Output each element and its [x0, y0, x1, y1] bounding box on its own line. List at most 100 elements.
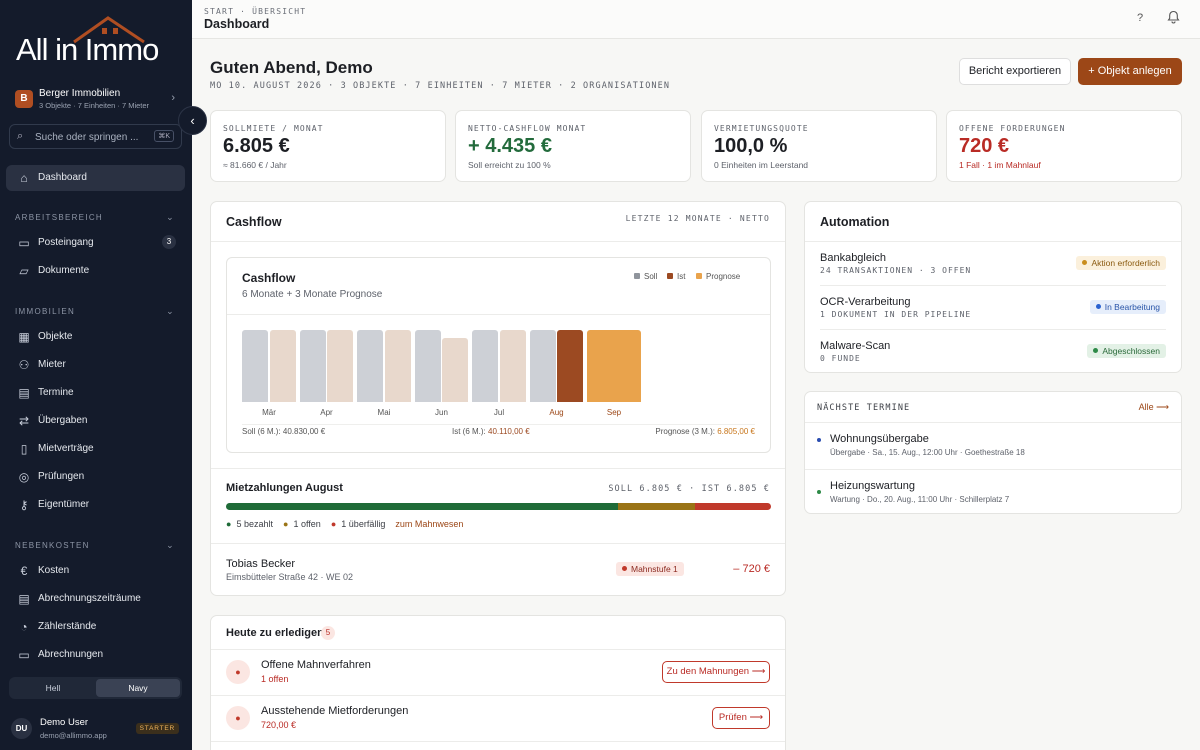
count-badge: 5	[321, 626, 335, 640]
foot-prognose: Prognose (3 M.): 6.805,00 €	[655, 427, 755, 436]
all-appointments-link[interactable]: Alle ⟶	[1138, 402, 1169, 412]
x-tick-label: Jun	[435, 408, 448, 417]
x-tick-label: Mär	[262, 408, 276, 417]
status-badge: In Bearbeitung	[1089, 300, 1166, 314]
sidebar-item-uebergaben[interactable]: ⇄ Übergaben	[6, 408, 185, 434]
contract-icon: ▯	[20, 442, 28, 456]
euro-icon: €	[20, 564, 28, 578]
chart-plot	[242, 330, 757, 402]
automation-detail: 1 DOKUMENT IN DER PIPELINE	[820, 310, 972, 319]
search-placeholder: Suche oder springen ...	[35, 132, 139, 143]
user-email: demo@allimmo.app	[40, 731, 107, 740]
kpi-card[interactable]: VERMIETUNGSQUOTE 100,0 % 0 Einheiten im …	[701, 110, 937, 182]
sidebar-item-mieter[interactable]: ⚇ Mieter	[6, 352, 185, 378]
sidebar-item-dokumente[interactable]: ▱ Dokumente	[6, 258, 185, 284]
appointment-title: Wohnungsübergabe	[830, 433, 929, 445]
payments-title: Mietzahlungen August	[226, 482, 343, 494]
logo[interactable]: All in Immo	[16, 16, 181, 67]
add-property-button[interactable]: + Objekt anlegen	[1078, 58, 1182, 85]
search-input[interactable]: ⌕ Suche oder springen ... ⌘K	[9, 124, 182, 149]
payments-legend: ● 5 bezahlt ● 1 offen ● 1 überfällig zum…	[226, 519, 464, 529]
kpi-label: SOLLMIETE / MONAT	[223, 124, 324, 133]
calendar-icon: ▤	[18, 386, 30, 400]
dunning-link[interactable]: zum Mahnwesen	[395, 519, 464, 529]
automation-name: Bankabgleich	[820, 252, 887, 264]
chart-title: Cashflow	[242, 271, 296, 285]
sidebar-item-objekte[interactable]: ▦ Objekte	[6, 324, 185, 350]
appointment-detail: Übergabe · Sa., 15. Aug., 12:00 Uhr · Go…	[830, 448, 1025, 457]
sidebar-item-kosten[interactable]: € Kosten	[6, 558, 185, 584]
automation-detail: 24 TRANSAKTIONEN · 3 OFFEN	[820, 266, 972, 275]
sidebar-item-label: Prüfungen	[38, 471, 85, 482]
kpi-card[interactable]: SOLLMIETE / MONAT 6.805 € ≈ 81.660 € / J…	[210, 110, 446, 182]
payments-totals: SOLL 6.805 € · IST 6.805 €	[608, 484, 770, 494]
bar-ist	[499, 330, 526, 402]
automation-name: Malware-Scan	[820, 340, 891, 352]
status-badge: Mahnstufe 1	[616, 562, 684, 576]
chart-x-axis: Mär Apr Mai Jun Jul Aug Sep	[242, 406, 757, 418]
sidebar-item-posteingang[interactable]: ▭ Posteingang 3	[6, 230, 185, 256]
key-icon: ⚷	[19, 498, 29, 512]
sidebar-item-label: Abrechnungszeiträume	[38, 593, 141, 604]
bar-ist	[269, 330, 296, 402]
bar-soll	[299, 330, 326, 402]
bar-ist	[557, 330, 583, 402]
todo-card: Heute zu erledigen 5 ● Offene Mahnverfah…	[210, 615, 786, 750]
help-icon[interactable]: ?	[1137, 12, 1144, 24]
bell-icon[interactable]	[1167, 10, 1180, 27]
sidebar-item-abrechnungszeitraeume[interactable]: ▤ Abrechnungszeiträume	[6, 586, 185, 612]
export-report-button[interactable]: Bericht exportieren	[959, 58, 1071, 85]
section-nebenkosten[interactable]: NEBENKOSTEN ⌄	[15, 540, 177, 550]
theme-option-light[interactable]: Hell	[45, 683, 61, 693]
status-dot-icon	[817, 490, 821, 494]
count-badge: 3	[162, 235, 176, 249]
sidebar-item-abrechnungen[interactable]: ▭ Abrechnungen	[6, 642, 185, 668]
progress-open	[618, 503, 695, 510]
sidebar-item-pruefungen[interactable]: ◎ Prüfungen	[6, 464, 185, 490]
bar-ist	[327, 330, 353, 402]
sidebar-item-eigentuemer[interactable]: ⚷ Eigentümer	[6, 492, 185, 518]
status-dot-icon	[817, 438, 821, 442]
sidebar-item-termine[interactable]: ▤ Termine	[6, 380, 185, 406]
user-menu[interactable]: DU Demo User demo@allimmo.app STARTER	[11, 716, 181, 742]
sidebar-item-dashboard[interactable]: ⌂ Dashboard	[6, 165, 185, 191]
org-avatar: B	[15, 90, 33, 108]
sidebar-item-label: Dokumente	[38, 265, 90, 276]
section-label: NEBENKOSTEN	[15, 541, 90, 550]
chevron-right-icon: ›	[171, 92, 175, 104]
section-immobilien[interactable]: IMMOBILIEN ⌄	[15, 306, 177, 316]
kpi-card[interactable]: OFFENE FORDERUNGEN 720 € 1 Fall · 1 im M…	[946, 110, 1182, 182]
progress-paid	[226, 503, 619, 510]
appointment-title: Heizungswartung	[830, 480, 915, 492]
sidebar-item-label: Übergaben	[38, 415, 88, 426]
status-dot-icon: ●	[226, 519, 232, 529]
section-label: IMMOBILIEN	[15, 307, 76, 316]
chevron-down-icon: ⌄	[166, 306, 175, 316]
kpi-sub: ≈ 81.660 € / Jahr	[223, 160, 287, 170]
kpi-sub: 0 Einheiten im Leerstand	[714, 160, 809, 170]
section-arbeitsbereich[interactable]: ARBEITSBEREICH ⌄	[15, 212, 177, 222]
todo-item-title: Ausstehende Mietforderungen	[261, 705, 409, 717]
logo-house-icon	[73, 16, 145, 44]
sidebar-item-mietvertraege[interactable]: ▯ Mietverträge	[6, 436, 185, 462]
theme-option-navy[interactable]: Navy	[96, 679, 180, 697]
sidebar-item-label: Posteingang	[38, 237, 94, 248]
todo-action-button[interactable]: Zu den Mahnungen ⟶	[662, 661, 770, 683]
kpi-value: 720 €	[959, 135, 1010, 157]
foot-ist: Ist (6 M.): 40.110,00 €	[452, 427, 530, 436]
collapse-sidebar-button[interactable]: ‹	[178, 106, 207, 135]
amount: – 720 €	[733, 563, 770, 575]
kpi-card[interactable]: NETTO-CASHFLOW MONAT + 4.435 € Soll erre…	[455, 110, 691, 182]
sidebar-item-zaehlerstaende[interactable]: ◔ Zählerstände	[6, 614, 185, 640]
org-switcher[interactable]: B Berger Immobilien 3 Objekte · 7 Einhei…	[15, 88, 177, 110]
appointment-detail: Wartung · Do., 20. Aug., 11:00 Uhr · Sch…	[830, 495, 1010, 504]
bar-soll	[414, 330, 441, 402]
sidebar-item-label: Kosten	[38, 565, 70, 576]
search-shortcut: ⌘K	[154, 130, 174, 142]
inbox-icon: ▭	[18, 236, 30, 250]
calendar-range-icon: ▤	[18, 592, 30, 606]
bar-ist	[384, 330, 411, 402]
todo-action-button[interactable]: Prüfen ⟶	[712, 707, 770, 729]
todo-item-sub: 1 offen	[261, 674, 289, 684]
breadcrumb[interactable]: START · ÜBERSICHT	[204, 7, 307, 16]
